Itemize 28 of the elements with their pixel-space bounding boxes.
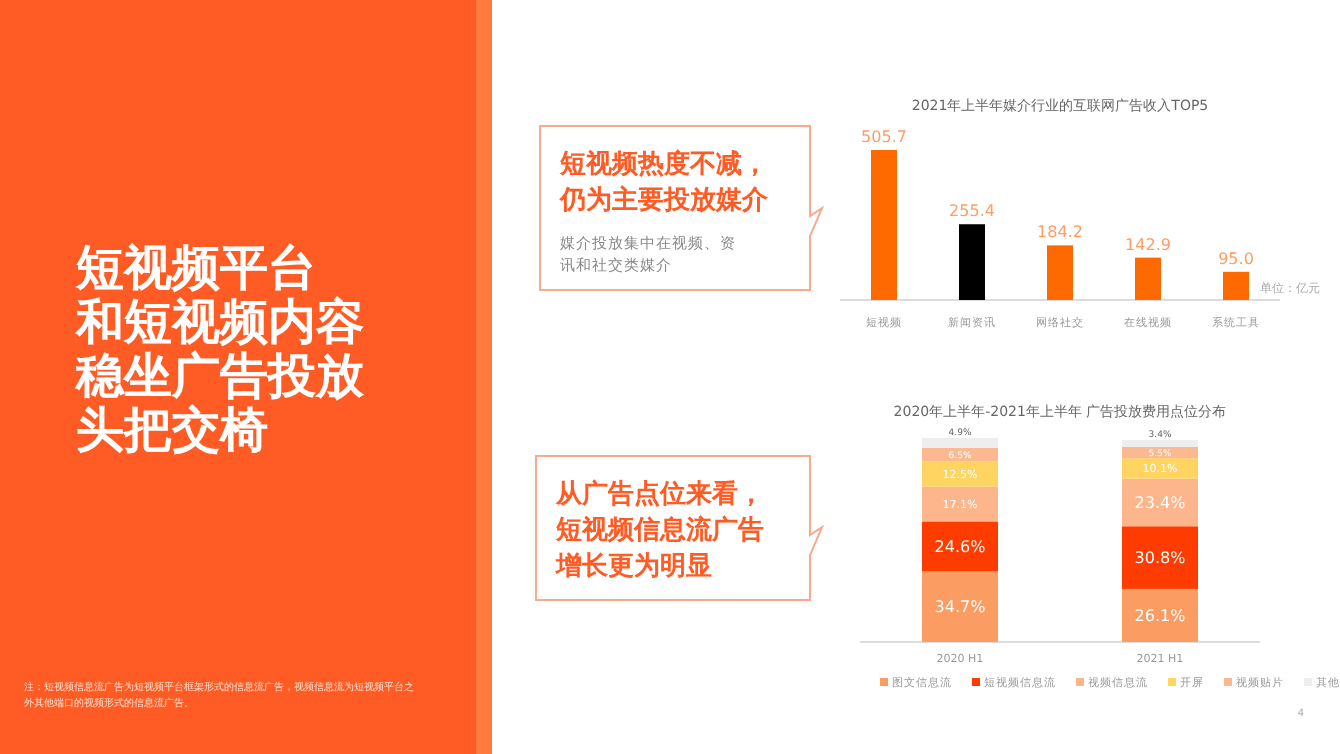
data-label: 24.6% — [934, 538, 987, 557]
bar — [959, 224, 985, 300]
bar — [922, 461, 998, 487]
bar — [871, 150, 897, 300]
bar — [922, 521, 998, 572]
data-label: 95.0 — [1218, 249, 1254, 268]
bar — [922, 571, 998, 642]
data-label: 184.2 — [1037, 223, 1083, 242]
bar — [922, 438, 998, 448]
data-label: 505.7 — [861, 128, 907, 146]
bar — [1122, 526, 1198, 589]
bar — [922, 486, 998, 522]
text: 短视频平台和短视频内容稳坐广告投放头把交椅 — [74, 240, 366, 458]
data-label: 142.9 — [1125, 235, 1171, 254]
data-label: 255.4 — [949, 202, 995, 221]
data-label: 34.7% — [934, 598, 987, 617]
bar — [1122, 440, 1198, 447]
bar — [1122, 458, 1198, 479]
data-label: 26.1% — [1134, 607, 1187, 626]
bar — [1122, 588, 1198, 642]
data-label: 23.4% — [1134, 494, 1187, 513]
data-label: 30.8% — [1134, 549, 1187, 568]
bar — [1135, 257, 1161, 300]
bar — [1122, 478, 1198, 527]
text: 短视频热度不减，仍为主要投放媒介 — [558, 148, 770, 216]
text: 从广告点位来看，短视频信息流广告增长更为明显 — [554, 478, 764, 582]
bar — [1047, 245, 1073, 300]
bar — [1223, 271, 1249, 300]
